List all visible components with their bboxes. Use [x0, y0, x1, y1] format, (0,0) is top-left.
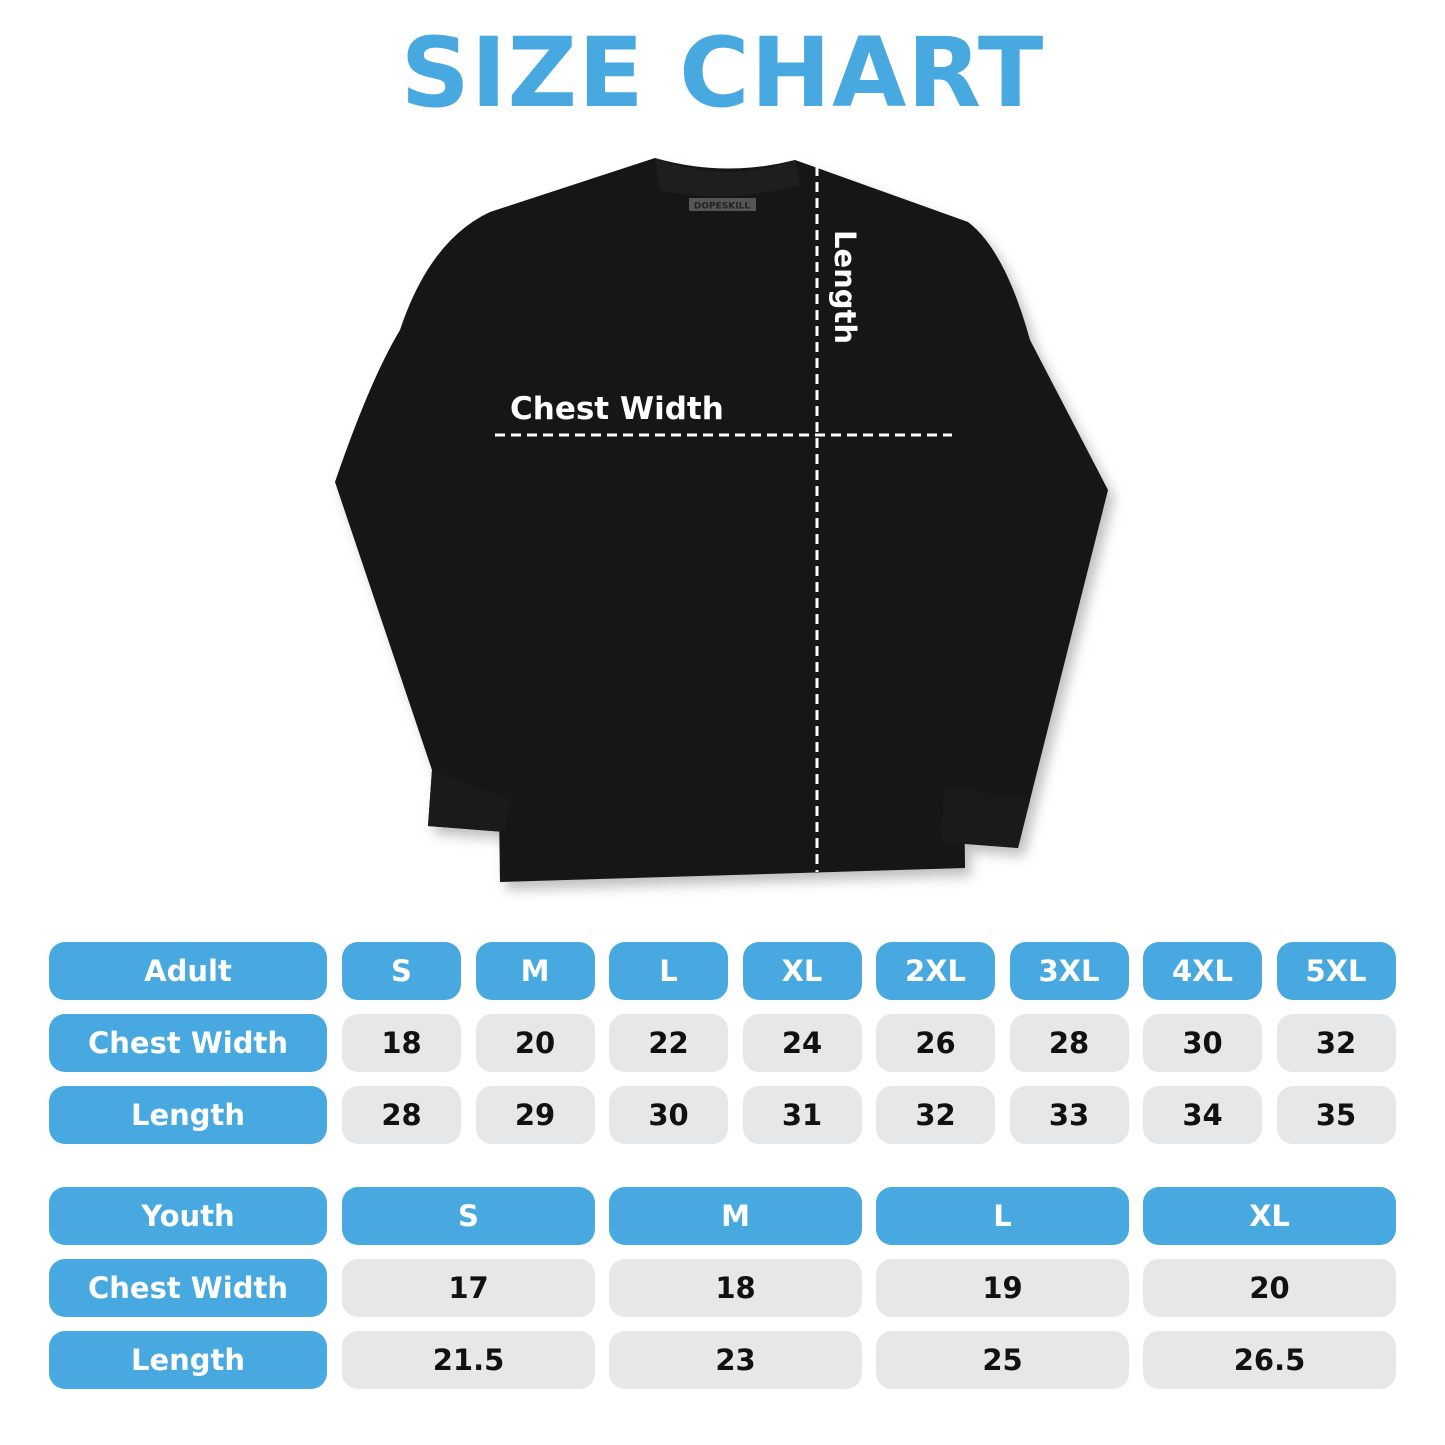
brand-tag-text: DOPESKILL	[694, 202, 750, 212]
youth-value-cell: 17	[342, 1259, 595, 1317]
adult-value-cell: 22	[609, 1014, 728, 1072]
youth-value-cell: 18	[609, 1259, 862, 1317]
youth-size-s: S	[342, 1187, 595, 1245]
adult-value-cell: 34	[1143, 1086, 1262, 1144]
youth-row-label: Chest Width	[49, 1259, 327, 1317]
adult-size-3xl: 3XL	[1009, 942, 1129, 1000]
left-cuff	[428, 770, 512, 832]
right-cuff	[940, 785, 1030, 848]
youth-value-cell: 25	[876, 1331, 1129, 1389]
adult-value-cell: 28	[342, 1086, 461, 1144]
adult-size-xl: XL	[742, 942, 862, 1000]
adult-value-cell: 35	[1276, 1086, 1396, 1144]
adult-value-cell: 18	[342, 1014, 461, 1072]
youth-value-cell: 21.5	[342, 1331, 595, 1389]
adult-value-cell: 20	[475, 1014, 595, 1072]
adult-size-2xl: 2XL	[876, 942, 995, 1000]
adult-value-cell: 32	[1276, 1014, 1396, 1072]
youth-value-cell: 20	[1143, 1259, 1396, 1317]
adult-size-4xl: 4XL	[1143, 942, 1262, 1000]
youth-value-cell: 19	[876, 1259, 1129, 1317]
adult-value-cell: 33	[1009, 1086, 1129, 1144]
youth-size-xl: XL	[1143, 1187, 1396, 1245]
adult-value-cell: 24	[742, 1014, 862, 1072]
collar	[655, 158, 800, 197]
adult-size-m: M	[475, 942, 595, 1000]
adult-size-s: S	[342, 942, 461, 1000]
brand-tag	[689, 198, 756, 211]
youth-value-cell: 26.5	[1143, 1331, 1396, 1389]
adult-value-cell: 31	[742, 1086, 862, 1144]
adult-value-cell: 28	[1009, 1014, 1129, 1072]
youth-row-label: Length	[49, 1331, 327, 1389]
page-title: SIZE CHART	[400, 17, 1045, 129]
adult-row-label: Length	[49, 1086, 327, 1144]
adult-row-label: Chest Width	[49, 1014, 327, 1072]
adult-value-cell: 30	[609, 1086, 728, 1144]
chest-width-label: Chest Width	[510, 391, 724, 427]
adult-size-5xl: 5XL	[1276, 942, 1396, 1000]
youth-size-m: M	[609, 1187, 862, 1245]
long-sleeve-shirt-image: DOPESKILL Chest Width Length	[335, 158, 1108, 882]
adult-header-label: Adult	[49, 942, 327, 1000]
adult-value-cell: 32	[876, 1086, 995, 1144]
adult-value-cell: 26	[876, 1014, 995, 1072]
length-label: Length	[828, 230, 862, 344]
youth-header-label: Youth	[49, 1187, 327, 1245]
adult-size-l: L	[609, 942, 728, 1000]
youth-size-l: L	[876, 1187, 1129, 1245]
adult-value-cell: 30	[1143, 1014, 1262, 1072]
shirt-body	[335, 158, 1108, 882]
adult-value-cell: 29	[475, 1086, 595, 1144]
youth-value-cell: 23	[609, 1331, 862, 1389]
